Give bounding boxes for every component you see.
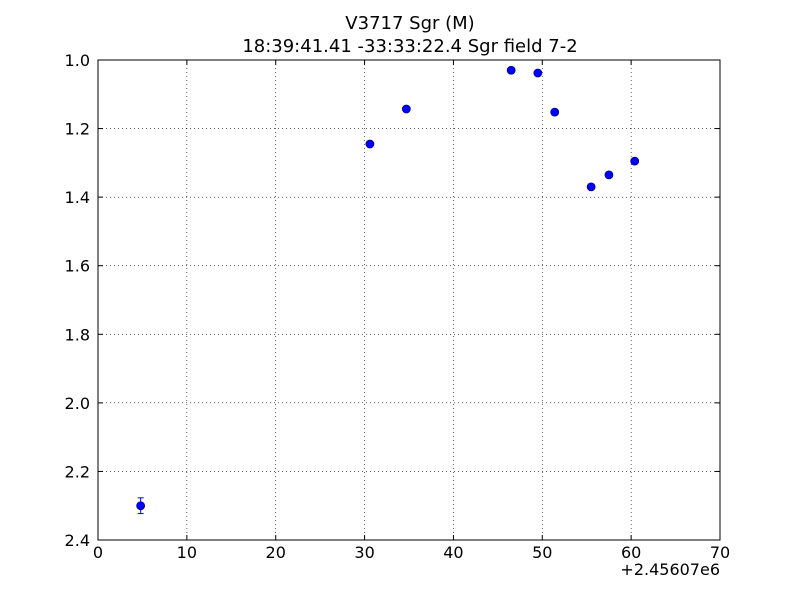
y-tick-label: 2.2 bbox=[65, 462, 90, 481]
y-tick-label: 2.4 bbox=[65, 531, 90, 550]
data-point bbox=[401, 104, 411, 114]
data-point bbox=[586, 182, 596, 192]
x-offset-label: +2.45607e6 bbox=[620, 560, 720, 579]
x-tick-label: 60 bbox=[621, 543, 641, 562]
data-point bbox=[365, 139, 375, 149]
data-point bbox=[533, 68, 543, 78]
y-tick-label: 1.6 bbox=[65, 257, 90, 276]
data-point bbox=[550, 107, 560, 117]
chart-title: V3717 Sgr (M) bbox=[345, 13, 474, 34]
x-tick-label: 20 bbox=[266, 543, 286, 562]
x-tick-label: 30 bbox=[354, 543, 374, 562]
data-point bbox=[630, 156, 640, 166]
x-tick-label: 70 bbox=[710, 543, 730, 562]
x-tick-label: 0 bbox=[93, 543, 103, 562]
y-tick-label: 1.2 bbox=[65, 120, 90, 139]
data-point bbox=[506, 65, 516, 75]
plot-frame bbox=[97, 59, 721, 541]
x-tick-label: 50 bbox=[532, 543, 552, 562]
chart-subtitle: 18:39:41.41 -33:33:22.4 Sgr field 7-2 bbox=[242, 36, 577, 57]
data-point bbox=[604, 170, 614, 180]
x-tick-label: 10 bbox=[177, 543, 197, 562]
y-tick-label: 1.0 bbox=[65, 51, 90, 70]
y-tick-label: 1.4 bbox=[65, 188, 90, 207]
y-tick-label: 2.0 bbox=[65, 394, 90, 413]
x-tick-label: 40 bbox=[443, 543, 463, 562]
data-point bbox=[136, 501, 146, 511]
y-tick-label: 1.8 bbox=[65, 325, 90, 344]
